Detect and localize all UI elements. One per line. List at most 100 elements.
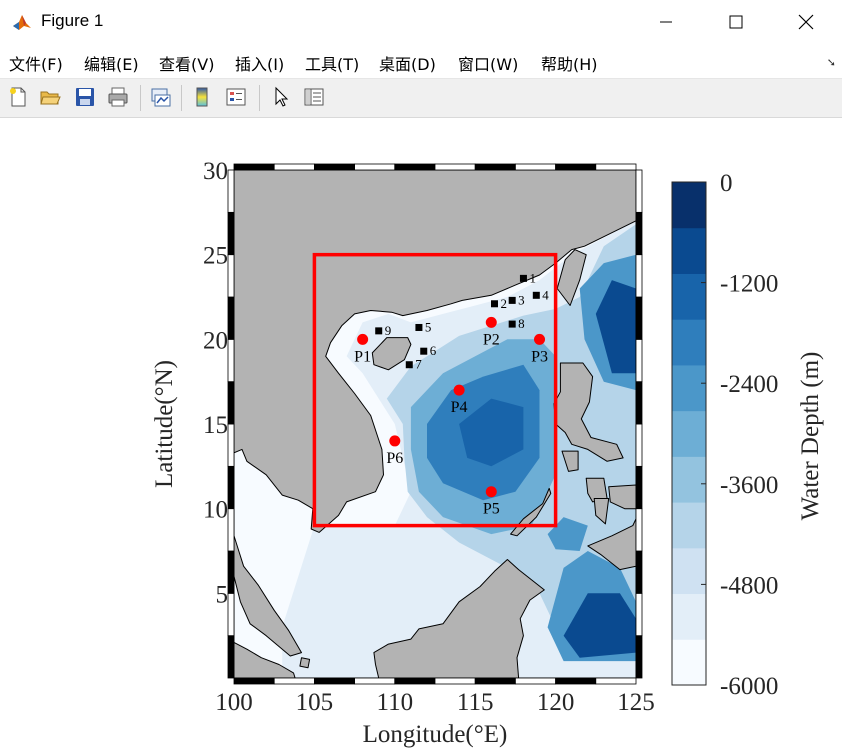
- station-marker: [405, 361, 413, 369]
- study-region-box: [312, 252, 558, 528]
- toolbar-separator: [140, 85, 141, 111]
- x-tick-label: 110: [377, 689, 414, 716]
- map-border-segment: [635, 211, 643, 256]
- map-border-segment: [394, 163, 436, 171]
- map-border-segment: [635, 338, 643, 383]
- point-marker: [485, 486, 497, 498]
- colorbar-button[interactable]: [188, 83, 216, 111]
- station-label: 5: [425, 319, 432, 334]
- station-marker: [420, 347, 428, 355]
- depth-contour-region: [459, 398, 524, 467]
- map-border-segment: [227, 169, 235, 213]
- station-marker: [375, 327, 383, 335]
- close-button[interactable]: [771, 0, 841, 44]
- map-border-segment: [227, 381, 235, 425]
- map-border-segment: [474, 163, 516, 171]
- point-label: P4: [451, 399, 468, 416]
- maximize-button[interactable]: [701, 0, 771, 44]
- map-border-segment: [227, 338, 235, 383]
- x-tick-label: 115: [457, 689, 494, 716]
- map-border-segment: [635, 296, 643, 340]
- point-label: P1: [354, 348, 371, 365]
- axes-frame: [227, 163, 643, 685]
- property-inspector-icon: [304, 88, 324, 106]
- map-border-segment: [635, 635, 643, 679]
- open-file-button[interactable]: [36, 83, 64, 111]
- colorbar-level: [672, 456, 706, 503]
- menu-insert[interactable]: 插入(I): [235, 55, 285, 74]
- colorbar-level: [672, 319, 706, 366]
- colorbar-label: Water Depth (m): [797, 352, 824, 521]
- land-visayas-2: [608, 484, 636, 510]
- colorbar-frame: [671, 181, 707, 686]
- map-border-segment: [635, 550, 643, 594]
- map-border-segment: [227, 254, 235, 298]
- map-border-segment: [273, 677, 315, 685]
- land-singapore-riau: [299, 657, 311, 669]
- window-title: Figure 1: [41, 11, 104, 30]
- pointer-button[interactable]: [267, 83, 295, 111]
- menu-desktop[interactable]: 桌面(D): [379, 55, 436, 74]
- map-border-segment: [313, 677, 355, 685]
- point-marker: [534, 333, 546, 345]
- dock-arrow-icon[interactable]: ➘: [826, 57, 836, 69]
- minimize-icon: [660, 21, 672, 23]
- map-border-segment: [313, 163, 355, 171]
- menu-help[interactable]: 帮助(H): [541, 55, 598, 74]
- colorbar-tick-label: -2400: [720, 371, 778, 398]
- property-inspector-button[interactable]: [300, 83, 328, 111]
- station-label: 4: [542, 287, 549, 302]
- map-border-segment: [555, 163, 597, 171]
- legend-button[interactable]: [222, 83, 250, 111]
- colorbar-level: [672, 410, 706, 457]
- station-label: 9: [385, 323, 392, 338]
- colorbar-level: [672, 639, 706, 686]
- point-marker: [357, 333, 369, 345]
- colorbar-level: [672, 227, 706, 274]
- print-button[interactable]: [104, 83, 132, 111]
- station-label: 2: [500, 296, 507, 311]
- toolbar-separator: [259, 85, 260, 111]
- land-mindoro: [561, 450, 579, 472]
- menu-tools[interactable]: 工具(T): [305, 55, 360, 74]
- land-negros: [593, 498, 610, 525]
- link-plot-button[interactable]: [146, 83, 174, 111]
- colorbar: -6000 -4800 -3600 -2400 -1200 0: [671, 170, 778, 700]
- link-plot-icon: [151, 88, 171, 107]
- depth-contour-region: [595, 280, 636, 374]
- station-marker: [519, 274, 527, 282]
- map-border-segment: [354, 163, 396, 171]
- menu-view[interactable]: 查看(V): [159, 55, 215, 74]
- save-icon: [76, 88, 94, 106]
- new-figure-button[interactable]: [4, 83, 32, 111]
- x-tick-label: 100: [215, 689, 253, 716]
- point-label: P2: [483, 331, 500, 348]
- y-tick-label: 30: [203, 158, 228, 185]
- pointer-icon: [275, 86, 289, 107]
- map-border-segment: [635, 169, 643, 213]
- map-border-segment: [515, 163, 557, 171]
- map-border-segment: [273, 163, 315, 171]
- colorbar-tick-label: -4800: [720, 572, 778, 599]
- station-marker: [508, 296, 516, 304]
- save-button[interactable]: [71, 83, 99, 111]
- menu-file[interactable]: 文件(F): [9, 55, 63, 74]
- map-border-segment: [227, 635, 235, 679]
- map-border-segment: [233, 677, 275, 685]
- map-border-segment: [635, 381, 643, 425]
- map-border-segment: [595, 677, 637, 685]
- minimize-button[interactable]: [631, 0, 701, 44]
- close-icon: [798, 14, 814, 30]
- map-border-segment: [394, 677, 436, 685]
- menu-window[interactable]: 窗口(W): [458, 55, 519, 74]
- map-border-segment: [227, 508, 235, 552]
- station-label: 7: [415, 357, 422, 372]
- colorbar-level: [672, 182, 706, 229]
- y-axis-label: Latitude(°N): [151, 360, 178, 488]
- matlab-logo-icon: [11, 11, 33, 33]
- menu-edit[interactable]: 编辑(E): [84, 55, 139, 74]
- map-border-segment: [434, 677, 476, 685]
